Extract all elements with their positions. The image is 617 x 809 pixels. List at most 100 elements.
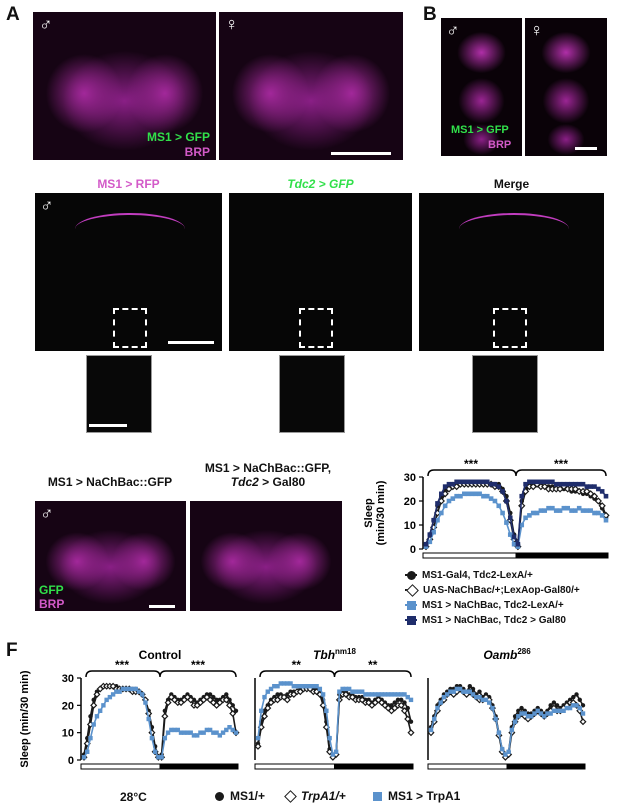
data-point xyxy=(584,508,590,513)
chart-F-Control: 0 10 20 30 *** *** Control Sleep (min/30 min) xyxy=(19,648,240,770)
data-point xyxy=(222,696,230,704)
data-point xyxy=(592,484,597,489)
data-point xyxy=(470,692,476,697)
data-point xyxy=(580,508,586,513)
significance-bracket xyxy=(85,670,237,678)
image-label-gfp: GFP xyxy=(39,583,64,597)
data-point xyxy=(542,508,548,513)
data-point xyxy=(265,689,270,694)
roi-box xyxy=(493,308,527,348)
data-point xyxy=(283,696,291,704)
data-point xyxy=(573,481,578,487)
data-point xyxy=(515,544,521,549)
data-point xyxy=(353,689,358,694)
data-point xyxy=(172,727,177,733)
data-point xyxy=(442,503,448,509)
y-axis-label: Sleep(min/30 min) xyxy=(363,480,387,545)
data-point xyxy=(565,505,571,511)
data-point xyxy=(397,701,405,709)
legend-marker xyxy=(373,792,382,802)
data-point xyxy=(450,496,456,501)
data-point xyxy=(451,689,456,694)
data-point xyxy=(165,730,171,735)
legend-label: MS1 > NaChBac, Tdc2 > Gal80 xyxy=(422,615,566,626)
series-2 xyxy=(428,686,586,757)
data-point xyxy=(587,490,595,498)
legend-label: MS1/+ xyxy=(230,789,266,803)
data-point xyxy=(492,481,498,487)
series-3 xyxy=(423,479,609,548)
image-label-gfp: MS1 > GFP xyxy=(146,130,210,144)
data-point xyxy=(327,735,332,741)
legend-label: UAS-NaChBac/+;LexAop-Gal80/+ xyxy=(423,585,580,596)
data-point xyxy=(557,508,563,513)
data-point xyxy=(395,697,401,703)
scale-bar xyxy=(331,152,391,155)
light-bar xyxy=(254,763,335,770)
data-point xyxy=(523,481,528,487)
data-point xyxy=(576,481,582,487)
data-point xyxy=(379,692,384,697)
data-point xyxy=(477,694,482,700)
data-point xyxy=(178,730,184,735)
data-point xyxy=(579,718,587,726)
data-point xyxy=(359,689,365,694)
data-point xyxy=(500,510,505,516)
data-point xyxy=(446,481,452,487)
data-point xyxy=(291,684,297,689)
significance-label: ** xyxy=(292,658,302,672)
data-point xyxy=(446,498,452,504)
data-point xyxy=(133,686,138,692)
data-point xyxy=(461,479,467,485)
data-point xyxy=(576,505,582,511)
significance-label: *** xyxy=(464,457,478,471)
data-point xyxy=(217,733,223,738)
data-point xyxy=(503,752,508,757)
data-point xyxy=(431,529,436,535)
data-point xyxy=(522,711,527,716)
data-point xyxy=(207,692,213,697)
data-point xyxy=(469,491,475,497)
data-point xyxy=(584,484,590,489)
data-point xyxy=(281,681,287,686)
data-point xyxy=(288,681,293,686)
data-point xyxy=(439,510,444,516)
data-point xyxy=(278,681,283,686)
data-point xyxy=(500,489,505,494)
data-point xyxy=(91,722,96,727)
legend-label: TrpA1/+ xyxy=(301,789,346,803)
data-point xyxy=(551,708,557,713)
data-point xyxy=(392,692,397,697)
data-point xyxy=(474,694,479,700)
chart-f: 0 10 20 30 *** *** Control Sleep (min/30 min) **… xyxy=(19,647,587,770)
data-point xyxy=(542,479,548,485)
data-point xyxy=(519,493,525,499)
data-point xyxy=(442,484,448,489)
data-point xyxy=(558,708,563,713)
image-label-brp: BRP xyxy=(184,145,210,159)
data-point xyxy=(535,708,540,713)
data-point xyxy=(427,539,433,545)
data-point xyxy=(211,730,216,735)
data-point xyxy=(324,708,329,713)
data-point xyxy=(603,517,609,523)
data-point xyxy=(435,501,440,506)
data-point xyxy=(525,714,531,719)
legend-e-item: UAS-NaChBac/+;LexAop-Gal80/+ xyxy=(405,583,580,597)
data-point xyxy=(408,719,414,724)
data-point xyxy=(110,692,116,697)
data-point xyxy=(259,708,264,713)
data-point xyxy=(343,686,349,692)
data-point xyxy=(233,708,239,713)
data-point xyxy=(337,689,342,694)
data-point xyxy=(571,703,576,708)
data-point xyxy=(330,752,336,757)
data-point xyxy=(488,496,494,501)
data-point xyxy=(490,705,495,711)
chart-title: Oamb286 xyxy=(483,647,531,662)
y-tick-label: 0 xyxy=(410,544,416,556)
data-point xyxy=(156,755,161,760)
rfp-image: ♂ xyxy=(35,193,222,351)
legend-marker xyxy=(407,600,416,610)
neuron-arbor xyxy=(75,213,185,245)
